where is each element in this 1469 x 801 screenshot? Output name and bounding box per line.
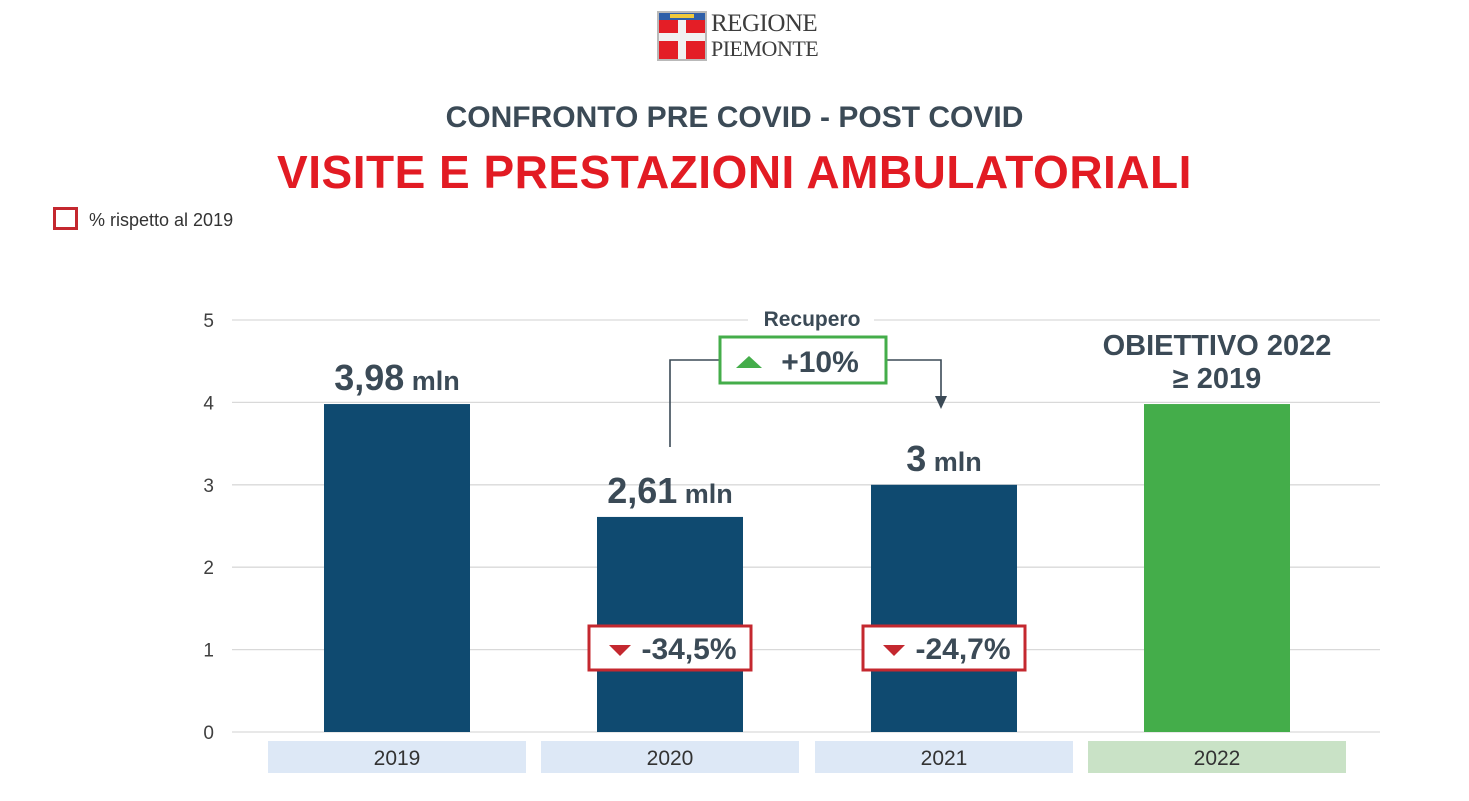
data-bar bbox=[597, 516, 743, 732]
x-tick-label: 2020 bbox=[647, 747, 694, 770]
data-bar bbox=[324, 404, 470, 732]
page-title: VISITE E PRESTAZIONI AMBULATORIALI bbox=[277, 146, 1192, 198]
recovery-connector-right bbox=[886, 359, 942, 398]
x-tick-label: 2022 bbox=[1194, 747, 1241, 770]
y-tick-label: 3 bbox=[203, 476, 214, 497]
recovery-label-bg bbox=[748, 305, 874, 333]
y-tick-label: 1 bbox=[203, 641, 214, 662]
target-bar bbox=[1144, 404, 1290, 732]
target-label-line-2: ≥ 2019 bbox=[1173, 363, 1262, 395]
y-tick-label: 5 bbox=[203, 311, 214, 332]
x-category-box bbox=[1088, 741, 1346, 773]
change-value: -34,5% bbox=[641, 633, 736, 666]
change-value: -24,7% bbox=[915, 633, 1010, 666]
y-tick-label: 2 bbox=[203, 558, 214, 579]
x-category-box bbox=[541, 741, 799, 773]
down-arrow-icon bbox=[609, 645, 631, 656]
down-arrow-icon bbox=[883, 645, 905, 656]
recovery-label: Recupero bbox=[764, 308, 861, 331]
bar-value-label: 2,61 mln bbox=[607, 470, 733, 511]
regione-piemonte-logo: REGIONE PIEMONTE bbox=[657, 11, 827, 63]
logo-line-1: REGIONE bbox=[711, 10, 818, 37]
legend-swatch bbox=[53, 207, 78, 230]
x-category-box bbox=[268, 741, 526, 773]
x-tick-label: 2021 bbox=[921, 747, 968, 770]
recovery-connector-left bbox=[669, 359, 720, 447]
bar-value-label: 3 mln bbox=[906, 438, 982, 479]
data-bar bbox=[871, 484, 1017, 732]
logo-line-2: PIEMONTE bbox=[711, 36, 819, 61]
bar-value-label: 3,98 mln bbox=[334, 357, 460, 398]
y-tick-label: 4 bbox=[203, 393, 214, 414]
recovery-value: +10% bbox=[781, 346, 859, 379]
piemonte-emblem bbox=[657, 11, 707, 61]
y-tick-label: 0 bbox=[203, 723, 214, 744]
page-subtitle: CONFRONTO PRE COVID - POST COVID bbox=[445, 101, 1024, 134]
x-tick-label: 2019 bbox=[374, 747, 421, 770]
x-category-box bbox=[815, 741, 1073, 773]
target-label-line-1: OBIETTIVO 2022 bbox=[1103, 330, 1332, 362]
legend-label: % rispetto al 2019 bbox=[89, 210, 234, 230]
arrow-head-icon bbox=[935, 396, 947, 409]
up-arrow-icon bbox=[736, 356, 762, 368]
